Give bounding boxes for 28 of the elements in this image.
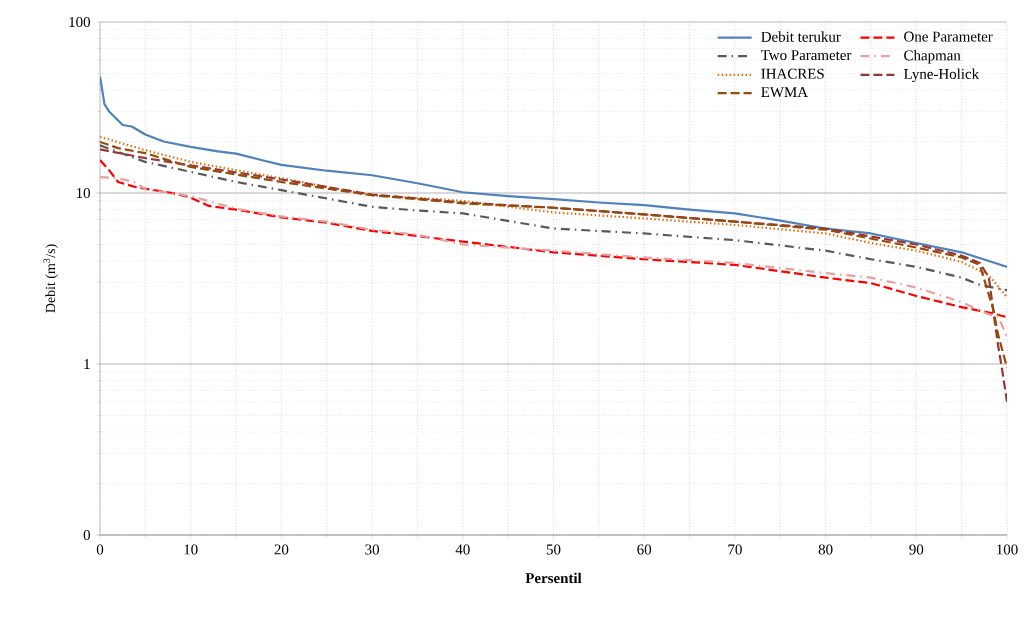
y-tick-label: 100	[69, 16, 90, 28]
x-tick-label: 80	[818, 544, 833, 555]
legend-label: IHACRES	[761, 68, 824, 79]
x-tick-label: 90	[909, 544, 924, 555]
x-tick-label: 60	[637, 544, 652, 555]
line-series	[100, 148, 1008, 404]
y-tick-label: 10	[76, 187, 90, 199]
x-tick-label: 20	[274, 544, 289, 555]
x-tick-label: 40	[455, 544, 470, 555]
x-tick-label: 100	[997, 544, 1018, 555]
legend-label: Chapman	[904, 49, 961, 64]
x-tick-label: 0	[96, 544, 104, 555]
line-series	[100, 175, 1008, 338]
y-tick-label: 1	[84, 359, 90, 369]
legend-label: EWMA	[761, 87, 808, 98]
line-series	[100, 140, 1008, 369]
y-tick-label: 0	[83, 529, 90, 541]
legend-label: Debit terukur	[761, 31, 841, 42]
line-series	[100, 158, 1008, 319]
x-tick-label: 30	[365, 544, 380, 555]
legend-label: Two Parameter	[761, 50, 852, 61]
x-axis-title: Persentil	[525, 572, 582, 584]
legend-label: Lyne-Holick	[904, 68, 980, 83]
legend-label: One Parameter	[904, 31, 993, 42]
y-axis-title: Debit (m$^{3}$/s)	[43, 244, 58, 313]
x-tick-label: 70	[728, 544, 742, 555]
x-tick-label: 10	[184, 544, 198, 555]
x-tick-label: 50	[546, 544, 561, 555]
